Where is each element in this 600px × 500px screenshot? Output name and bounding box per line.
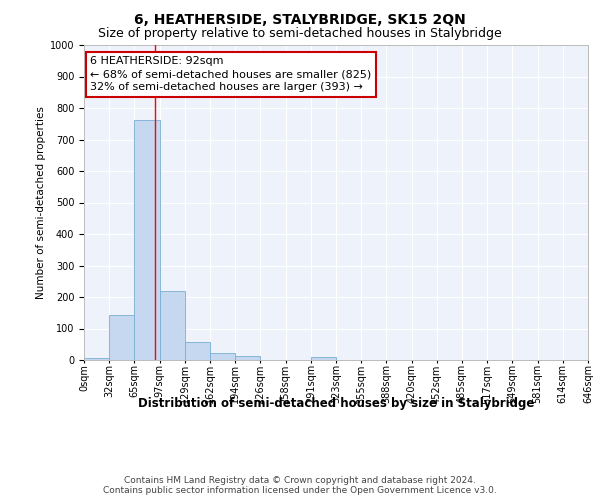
Bar [210, 353, 235, 360]
Y-axis label: Number of semi-detached properties: Number of semi-detached properties [35, 106, 46, 299]
Bar [84, 358, 109, 360]
Text: 6 HEATHERSIDE: 92sqm
← 68% of semi-detached houses are smaller (825)
32% of semi: 6 HEATHERSIDE: 92sqm ← 68% of semi-detac… [90, 56, 371, 92]
Bar [134, 120, 160, 360]
Bar [185, 342, 210, 360]
Bar [235, 356, 260, 360]
Bar [160, 290, 185, 360]
Bar [109, 315, 134, 360]
Text: 6, HEATHERSIDE, STALYBRIDGE, SK15 2QN: 6, HEATHERSIDE, STALYBRIDGE, SK15 2QN [134, 12, 466, 26]
Text: Contains HM Land Registry data © Crown copyright and database right 2024.
Contai: Contains HM Land Registry data © Crown c… [103, 476, 497, 495]
Text: Distribution of semi-detached houses by size in Stalybridge: Distribution of semi-detached houses by … [138, 398, 534, 410]
Bar [311, 357, 336, 360]
Text: Size of property relative to semi-detached houses in Stalybridge: Size of property relative to semi-detach… [98, 28, 502, 40]
